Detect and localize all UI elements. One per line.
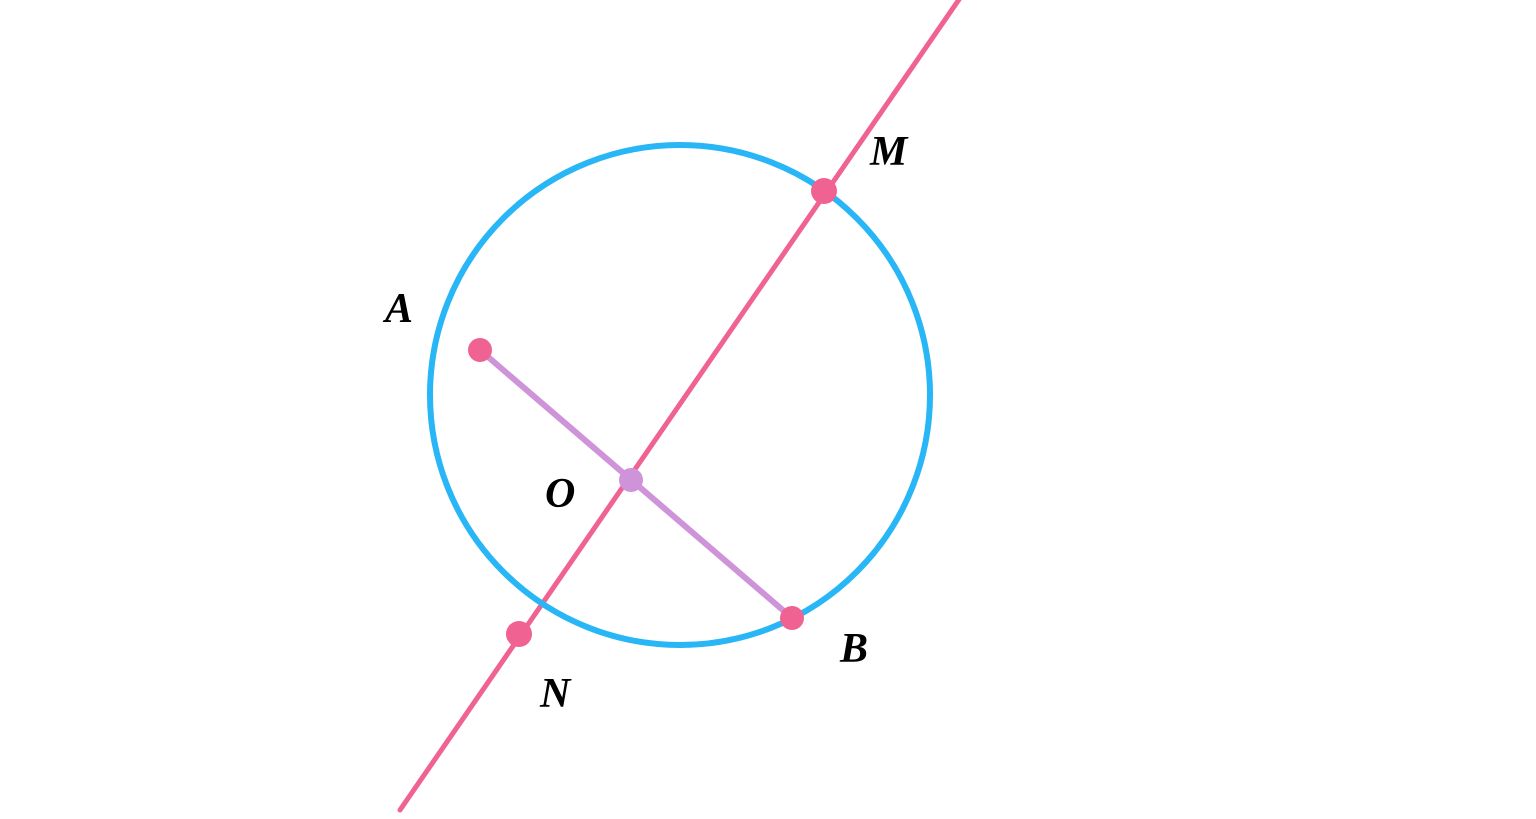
point-M [811, 178, 837, 204]
point-A [468, 338, 492, 362]
label-M: M [870, 128, 907, 176]
point-B [780, 606, 804, 630]
point-O [619, 468, 643, 492]
label-A: A [385, 285, 413, 333]
point-N [506, 621, 532, 647]
label-N: N [540, 670, 570, 718]
geometry-diagram [0, 0, 1536, 819]
label-B: B [840, 625, 868, 673]
label-O: O [545, 470, 575, 518]
line-MN [400, 0, 1000, 810]
main-circle [430, 145, 930, 645]
